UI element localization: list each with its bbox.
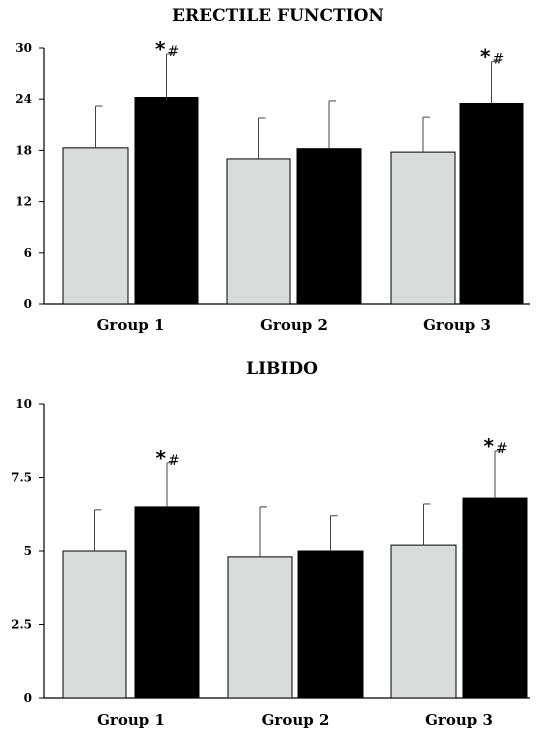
bar	[297, 550, 364, 699]
y-tick-label: 12	[15, 195, 32, 209]
y-tick-label: 7.5	[11, 471, 32, 485]
bar	[390, 151, 456, 305]
bar	[134, 506, 200, 699]
category-label: Group 3	[425, 711, 493, 729]
category-label: Group 2	[260, 316, 328, 334]
significance-hash: #	[168, 453, 180, 469]
bar	[296, 148, 362, 305]
y-tick-label: 0	[24, 691, 32, 705]
erectile-function-chart: ERECTILE FUNCTION 0 6 12 18 24 30 Group 1 Group…	[15, 6, 530, 334]
y-tick-label: 5	[24, 544, 32, 558]
significance-star: *	[156, 446, 167, 470]
bar	[134, 96, 199, 305]
y-tick-label: 2.5	[11, 618, 32, 632]
significance-star: *	[155, 37, 166, 61]
bar	[459, 102, 524, 305]
chart-title: ERECTILE FUNCTION	[172, 6, 384, 26]
bar	[390, 544, 457, 699]
bar	[226, 158, 291, 305]
chart-title: LIBIDO	[246, 359, 318, 379]
bar	[462, 497, 528, 699]
y-tick-label: 0	[24, 297, 32, 311]
y-tick-label: 24	[15, 92, 32, 106]
bar	[62, 147, 129, 305]
category-label: Group 1	[97, 316, 165, 334]
significance-hash: #	[493, 52, 505, 68]
category-label: Group 3	[423, 316, 491, 334]
y-tick-label: 18	[15, 143, 32, 157]
bar	[227, 556, 293, 699]
significance-star: *	[480, 45, 491, 69]
significance-star: *	[484, 434, 495, 458]
y-tick-label: 30	[15, 41, 32, 55]
bar	[62, 550, 127, 699]
significance-hash: #	[168, 44, 180, 60]
significance-hash: #	[496, 441, 508, 457]
category-label: Group 2	[262, 711, 330, 729]
category-label: Group 1	[97, 711, 165, 729]
y-tick-label: 10	[15, 397, 32, 411]
y-tick-label: 6	[24, 246, 32, 260]
